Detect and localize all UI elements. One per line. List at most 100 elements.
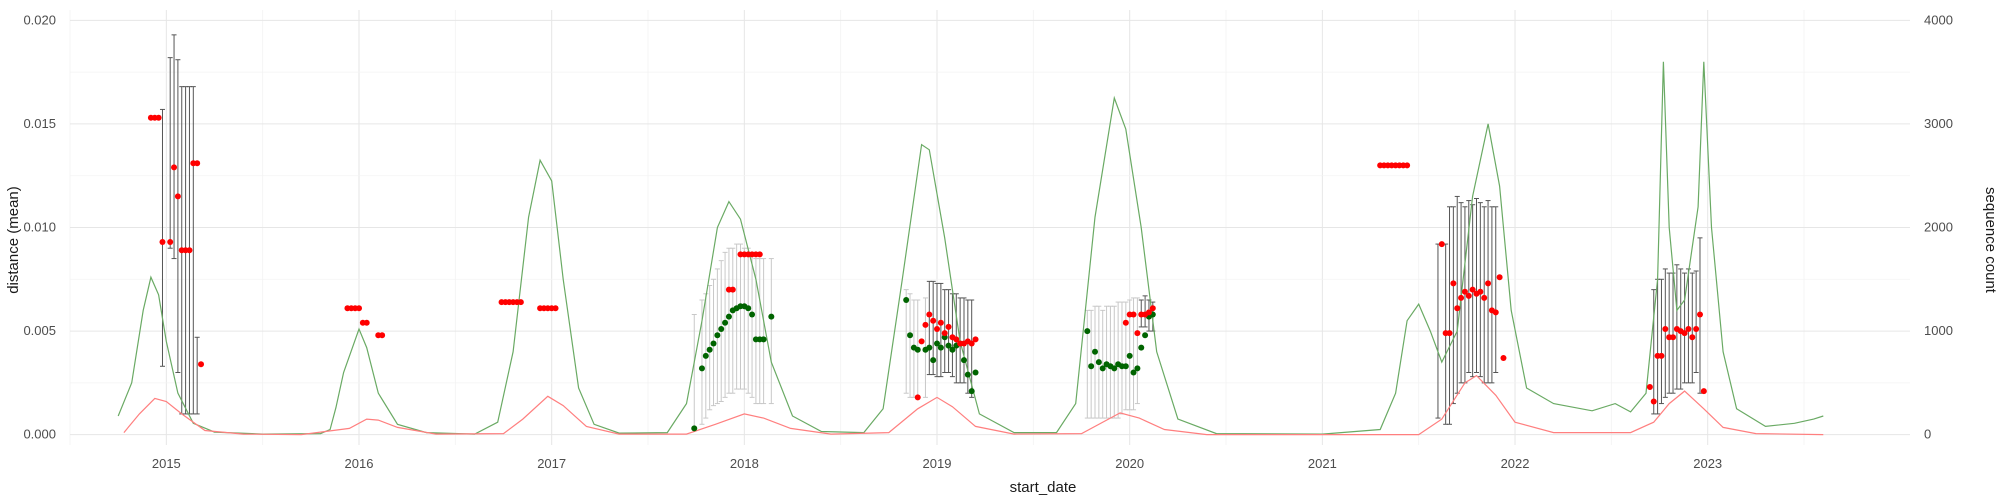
point-red xyxy=(1145,309,1152,316)
y2-tick-label: 4000 xyxy=(1924,12,1953,27)
point-red xyxy=(941,330,948,337)
point-red xyxy=(552,305,559,312)
point-red xyxy=(1670,334,1677,341)
point-red xyxy=(937,319,944,326)
point-red xyxy=(1693,326,1700,332)
point-green xyxy=(710,340,717,347)
x-tick-label: 2023 xyxy=(1693,456,1722,471)
point-red xyxy=(517,299,524,306)
y2-tick-label: 2000 xyxy=(1924,220,1953,235)
lines xyxy=(117,61,1824,436)
point-red xyxy=(174,193,181,200)
point-green xyxy=(926,344,933,351)
point-green xyxy=(960,357,967,364)
point-green xyxy=(903,297,910,303)
point-red xyxy=(1404,162,1411,169)
point-red xyxy=(198,361,205,368)
point-red xyxy=(945,323,952,330)
point-green xyxy=(749,311,756,318)
point-red xyxy=(1485,280,1492,287)
y2-tick-label: 3000 xyxy=(1924,116,1953,131)
point-green xyxy=(698,365,705,372)
sequence-count-line-green xyxy=(117,61,1824,435)
point-green xyxy=(1088,363,1095,370)
point-red xyxy=(1454,305,1461,312)
point-green xyxy=(1126,352,1133,359)
errorbars xyxy=(159,34,1703,429)
point-red xyxy=(1658,352,1665,359)
point-red xyxy=(926,311,933,318)
x-tick-label: 2020 xyxy=(1115,456,1144,471)
y2-tick-label: 0 xyxy=(1924,427,1931,442)
y-tick-label: 0.020 xyxy=(23,12,56,27)
point-red xyxy=(1149,305,1156,312)
point-red xyxy=(1685,326,1692,332)
point-red xyxy=(1646,384,1653,390)
tick-labels: 2015 2016 2017 2018 2019 2020 2021 2022 2023 0.00… xyxy=(23,12,1952,471)
point-green xyxy=(718,326,725,332)
point-green xyxy=(1142,332,1149,339)
point-red xyxy=(194,160,201,167)
x-tick-label: 2021 xyxy=(1308,456,1337,471)
point-green xyxy=(768,313,775,320)
point-red xyxy=(171,164,178,171)
point-red xyxy=(922,321,929,328)
point-red xyxy=(1438,241,1445,248)
point-green xyxy=(725,313,732,320)
point-red xyxy=(918,338,925,345)
point-green xyxy=(760,336,767,343)
x-axis-title: start_date xyxy=(1010,479,1077,496)
point-green xyxy=(945,342,952,349)
point-red xyxy=(729,286,736,293)
point-red xyxy=(1681,330,1688,337)
point-green xyxy=(702,352,709,359)
point-green xyxy=(1084,328,1091,335)
point-red xyxy=(1134,330,1141,337)
point-red xyxy=(968,340,975,347)
point-green xyxy=(714,332,721,339)
y2-axis-title: sequence count xyxy=(1982,187,1999,294)
point-green xyxy=(934,340,941,347)
y-tick-label: 0.010 xyxy=(23,220,56,235)
point-red xyxy=(1689,334,1696,341)
x-tick-label: 2017 xyxy=(537,456,566,471)
point-red xyxy=(1650,398,1657,405)
y-axis-title: distance (mean) xyxy=(5,186,22,294)
point-red xyxy=(356,305,363,312)
point-green xyxy=(941,334,948,341)
x-tick-label: 2019 xyxy=(923,456,952,471)
points xyxy=(147,114,1707,432)
point-red xyxy=(1461,288,1468,295)
sequence-count-line-red xyxy=(123,374,1824,436)
point-red xyxy=(1465,292,1472,299)
y-tick-label: 0.015 xyxy=(23,116,56,131)
point-green xyxy=(914,346,921,353)
point-green xyxy=(1134,365,1141,372)
point-green xyxy=(907,332,914,339)
x-tick-label: 2022 xyxy=(1501,456,1530,471)
point-red xyxy=(1496,274,1503,281)
point-green xyxy=(1111,365,1118,372)
y-tick-label: 0.000 xyxy=(23,427,56,442)
point-red xyxy=(953,336,960,343)
point-green xyxy=(949,346,956,353)
point-green xyxy=(972,369,979,376)
point-green xyxy=(1130,369,1137,376)
point-green xyxy=(1099,365,1106,372)
point-red xyxy=(363,319,370,326)
point-red xyxy=(1450,280,1457,287)
y2-tick-label: 1000 xyxy=(1924,323,1953,338)
point-red xyxy=(1700,388,1707,395)
point-red xyxy=(930,317,937,324)
point-red xyxy=(379,332,386,339)
point-green xyxy=(706,346,713,353)
point-green xyxy=(968,388,975,395)
point-green xyxy=(1095,359,1102,366)
point-red xyxy=(159,239,166,245)
point-red xyxy=(1492,309,1499,316)
point-red xyxy=(1481,294,1488,301)
x-tick-label: 2015 xyxy=(152,456,181,471)
point-green xyxy=(745,305,752,312)
point-green xyxy=(1122,363,1129,370)
